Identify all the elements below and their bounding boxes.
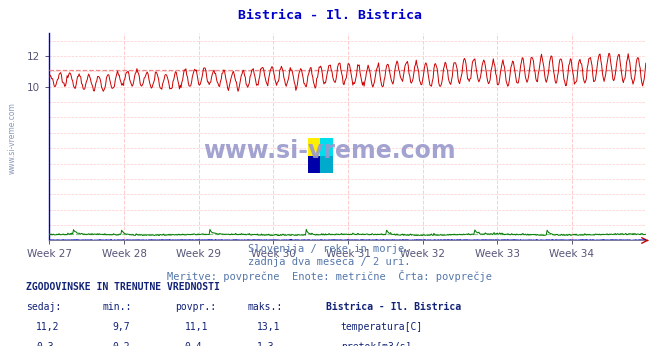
Text: 0,2: 0,2 (112, 342, 130, 346)
Text: min.:: min.: (102, 302, 132, 312)
Bar (308, 156, 320, 173)
Text: 13,1: 13,1 (257, 322, 281, 332)
Text: Slovenija / reke in morje.: Slovenija / reke in morje. (248, 244, 411, 254)
Text: 1,3: 1,3 (257, 342, 275, 346)
Text: zadnja dva meseca / 2 uri.: zadnja dva meseca / 2 uri. (248, 257, 411, 267)
Text: www.si-vreme.com: www.si-vreme.com (203, 138, 456, 163)
Text: 0,3: 0,3 (36, 342, 54, 346)
Text: 11,1: 11,1 (185, 322, 208, 332)
Text: 11,2: 11,2 (36, 322, 60, 332)
Text: pretok[m3/s]: pretok[m3/s] (341, 342, 411, 346)
Text: temperatura[C]: temperatura[C] (341, 322, 423, 332)
Text: sedaj:: sedaj: (26, 302, 61, 312)
Bar (320, 156, 333, 173)
Bar (308, 138, 320, 156)
Text: www.si-vreme.com: www.si-vreme.com (8, 102, 17, 174)
Text: Meritve: povprečne  Enote: metrične  Črta: povprečje: Meritve: povprečne Enote: metrične Črta:… (167, 270, 492, 282)
Bar (320, 138, 333, 156)
Text: 9,7: 9,7 (112, 322, 130, 332)
Text: Bistrica - Il. Bistrica: Bistrica - Il. Bistrica (326, 302, 461, 312)
Text: Bistrica - Il. Bistrica: Bistrica - Il. Bistrica (237, 9, 422, 22)
Text: ZGODOVINSKE IN TRENUTNE VREDNOSTI: ZGODOVINSKE IN TRENUTNE VREDNOSTI (26, 282, 220, 292)
Text: 0,4: 0,4 (185, 342, 202, 346)
Text: maks.:: maks.: (247, 302, 282, 312)
Text: povpr.:: povpr.: (175, 302, 215, 312)
